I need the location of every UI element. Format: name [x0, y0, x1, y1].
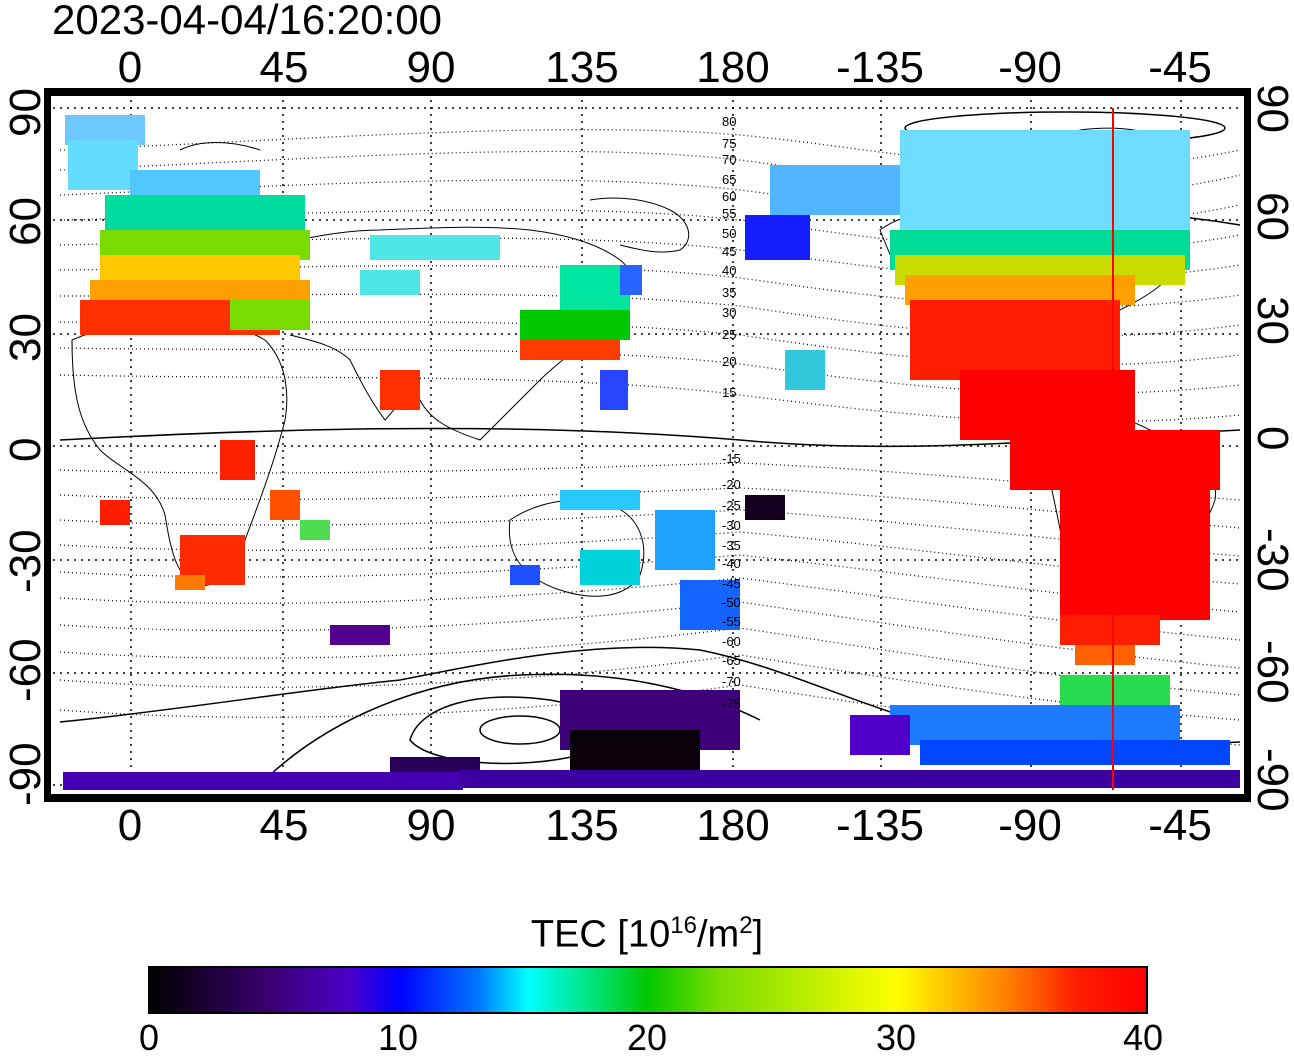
- lon-tick-top: 45: [259, 43, 309, 92]
- contour-label: -15: [722, 451, 741, 466]
- colorbar-label: 20: [626, 1017, 668, 1058]
- lon-tick-top: 135: [545, 43, 619, 92]
- map-frame-top-bar: [44, 88, 1251, 95]
- contour-label: 35: [722, 285, 736, 300]
- lon-tick-bottom: 180: [696, 801, 770, 850]
- contour-label: 45: [722, 244, 736, 259]
- lon-tick-bottom: 90: [406, 801, 456, 850]
- lon-tick-top: -45: [1148, 43, 1212, 92]
- contour-label: 80: [722, 114, 736, 129]
- contour-label: 65: [722, 172, 736, 187]
- lon-tick-top: 90: [406, 43, 456, 92]
- colorbar-label: 0: [138, 1017, 160, 1058]
- contour-label: -35: [722, 538, 741, 553]
- contour-label: -30: [722, 518, 741, 533]
- contour-label: -70: [722, 674, 741, 689]
- contour-label: 55: [722, 206, 736, 221]
- contour-label: 70: [722, 152, 736, 167]
- lon-tick-top: -135: [835, 43, 925, 92]
- colorbar: [148, 966, 1148, 1014]
- contour-label: 15: [722, 385, 736, 400]
- colorbar-label: 10: [377, 1017, 419, 1058]
- contour-label: -40: [722, 556, 741, 571]
- lon-tick-bottom: 135: [545, 801, 619, 850]
- lon-tick-top: 180: [696, 43, 770, 92]
- contour-label: 25: [722, 327, 736, 342]
- lon-tick-bottom: -90: [998, 801, 1062, 850]
- colorbar-title: TEC [1016/m2]: [530, 912, 764, 956]
- lon-tick-bottom: 0: [117, 801, 143, 850]
- contour-label: 75: [722, 136, 736, 151]
- contour-label: -50: [722, 595, 741, 610]
- contour-label: -20: [722, 477, 741, 492]
- scandinavia-outline: [179, 142, 261, 151]
- map-frame-right-bar: [1245, 88, 1251, 802]
- contour-label: -75: [722, 696, 741, 711]
- kamchatka-outline: [589, 197, 690, 253]
- contour-label: 50: [722, 226, 736, 241]
- lon-tick-top: 0: [117, 43, 143, 92]
- lon-tick-bottom: -135: [835, 801, 925, 850]
- contour-label: -65: [722, 653, 741, 668]
- contour-label: -25: [722, 498, 741, 513]
- lon-tick-bottom: -45: [1148, 801, 1212, 850]
- contour-label: -55: [722, 614, 741, 629]
- timestamp: 2023-04-04/16:20:00: [52, 0, 442, 43]
- contour-label: -60: [722, 634, 741, 649]
- contour-label: 60: [722, 189, 736, 204]
- lon-tick-bottom: 45: [259, 801, 309, 850]
- contour-label: -45: [722, 576, 741, 591]
- lon-tick-top: -90: [998, 43, 1062, 92]
- contour-label: 30: [722, 305, 736, 320]
- contour-label: 40: [722, 263, 736, 278]
- map-frame-bottom-bar: [44, 795, 1251, 802]
- colorbar-label: 30: [875, 1017, 917, 1058]
- map-frame-left-bar: [44, 88, 50, 802]
- colorbar-label: 40: [1122, 1017, 1164, 1058]
- tec-data: [63, 115, 1240, 790]
- contour-label: 20: [722, 354, 736, 369]
